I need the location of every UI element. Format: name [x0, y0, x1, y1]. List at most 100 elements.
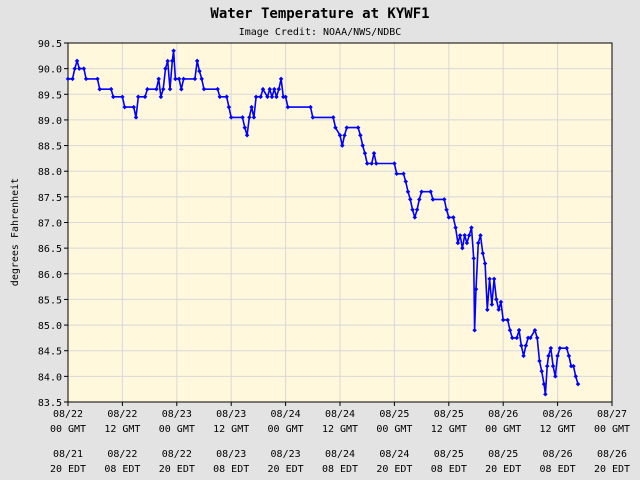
data-point — [169, 58, 175, 64]
x-tick-label-gmt-time: 00 GMT — [50, 424, 86, 435]
x-tick-label-gmt-time: 12 GMT — [322, 424, 358, 435]
data-point — [555, 353, 560, 359]
data-point — [473, 286, 479, 292]
x-tick-label-gmt-time: 12 GMT — [104, 424, 140, 435]
x-tick-label-edt-time: 08 EDT — [431, 464, 467, 475]
x-tick-label-gmt-date: 08/22 — [53, 409, 83, 420]
x-tick-label-gmt-date: 08/23 — [162, 409, 192, 420]
data-point — [269, 94, 275, 100]
x-tick-label-edt-date: 08/23 — [216, 449, 246, 460]
x-tick-label-edt-date: 08/23 — [271, 449, 301, 460]
x-tick-label-edt-date: 08/26 — [543, 449, 573, 460]
x-tick-label-edt-time: 08 EDT — [540, 464, 576, 475]
data-point — [480, 251, 486, 256]
data-point — [510, 335, 515, 341]
data-point — [472, 327, 477, 333]
y-axis-label: degrees Fahrenheit — [10, 178, 21, 286]
y-tick-label: 90.0 — [38, 65, 62, 76]
x-tick-label-edt-time: 08 EDT — [104, 464, 140, 475]
data-point — [519, 343, 524, 348]
x-tick-label-edt-time: 20 EDT — [159, 464, 195, 475]
data-point — [428, 189, 433, 194]
data-point — [514, 335, 520, 341]
x-tick-label-edt-date: 08/24 — [325, 449, 355, 460]
data-point — [412, 215, 418, 220]
data-point — [507, 327, 513, 333]
data-point — [272, 86, 277, 92]
x-tick-label-edt-time: 20 EDT — [594, 464, 630, 475]
data-point — [482, 261, 488, 266]
x-tick-label-gmt-date: 08/24 — [271, 409, 301, 420]
x-tick-label-edt-date: 08/25 — [434, 449, 464, 460]
x-tick-label-edt-time: 08 EDT — [322, 464, 358, 475]
data-point — [242, 125, 248, 130]
data-point — [260, 86, 266, 92]
data-point — [156, 76, 161, 82]
data-point — [498, 299, 504, 305]
data-point — [544, 363, 550, 369]
x-tick-label-gmt-time: 12 GMT — [213, 424, 249, 435]
data-point — [160, 86, 166, 92]
data-point — [276, 86, 282, 92]
data-point — [194, 58, 200, 64]
data-point — [557, 345, 563, 351]
data-point — [371, 151, 377, 156]
y-tick-label: 88.0 — [38, 167, 62, 178]
data-point — [308, 104, 313, 110]
data-point — [516, 327, 522, 333]
x-tick-label-edt-date: 08/22 — [107, 449, 137, 460]
y-tick-label: 87.5 — [38, 193, 62, 204]
data-point — [500, 317, 506, 323]
data-point — [360, 143, 365, 148]
data-point — [471, 256, 476, 261]
x-tick-label-gmt-time: 12 GMT — [540, 424, 576, 435]
x-tick-label-edt-date: 08/25 — [488, 449, 518, 460]
data-point — [485, 307, 490, 312]
data-point — [491, 276, 497, 282]
x-tick-label-edt-time: 08 EDT — [213, 464, 249, 475]
y-tick-label: 85.0 — [38, 321, 62, 332]
data-point — [154, 86, 159, 92]
data-point — [496, 307, 501, 312]
x-tick-label-edt-time: 20 EDT — [50, 464, 86, 475]
data-point — [464, 240, 470, 246]
data-point — [505, 317, 510, 323]
x-tick-label-edt-time: 20 EDT — [268, 464, 304, 475]
data-point — [521, 353, 526, 359]
data-point — [369, 161, 374, 166]
data-point — [197, 68, 202, 74]
x-tick-label-gmt-date: 08/23 — [216, 409, 246, 420]
data-point — [330, 115, 336, 120]
y-tick-label: 90.5 — [38, 39, 62, 50]
series-layer — [65, 48, 581, 397]
x-tick-label-gmt-date: 08/26 — [543, 409, 573, 420]
data-point — [455, 240, 461, 246]
data-point — [548, 345, 554, 351]
x-tick-label-edt-date: 08/26 — [597, 449, 627, 460]
x-tick-label-edt-date: 08/21 — [53, 449, 83, 460]
x-tick-label-gmt-time: 00 GMT — [376, 424, 412, 435]
x-tick-label-gmt-date: 08/27 — [597, 409, 627, 420]
x-tick-label-gmt-date: 08/26 — [488, 409, 518, 420]
data-point — [410, 207, 415, 212]
data-point — [283, 94, 288, 100]
x-tick-label-edt-time: 20 EDT — [485, 464, 521, 475]
y-tick-label: 89.0 — [38, 116, 62, 127]
data-point — [249, 104, 254, 110]
data-point — [274, 94, 279, 100]
x-tick-label-gmt-time: 12 GMT — [431, 424, 467, 435]
x-tick-label-edt-time: 20 EDT — [376, 464, 412, 475]
data-point — [444, 207, 449, 212]
data-point — [476, 240, 481, 246]
x-tick-label-gmt-date: 08/25 — [379, 409, 409, 420]
data-point — [550, 363, 556, 369]
y-tick-label: 86.0 — [38, 270, 62, 281]
chart-subtitle: Image Credit: NOAA/NWS/NDBC — [239, 27, 402, 38]
x-tick-label-edt-date: 08/24 — [379, 449, 409, 460]
y-tick-label: 83.5 — [38, 398, 62, 409]
y-tick-label: 86.5 — [38, 244, 62, 255]
x-tick-label-gmt-date: 08/24 — [325, 409, 355, 420]
data-point — [523, 343, 529, 348]
